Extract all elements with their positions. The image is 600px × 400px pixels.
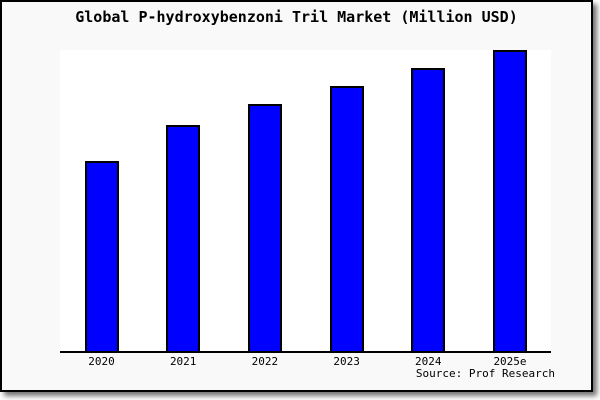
bar-2021 xyxy=(166,125,201,351)
bar-2024 xyxy=(411,68,446,351)
x-tick-2021: 2021 xyxy=(169,355,197,368)
bar-2023 xyxy=(329,86,364,351)
chart-title: Global P-hydroxybenzoni Tril Market (Mil… xyxy=(75,8,518,26)
bar-2020 xyxy=(84,161,119,351)
plot-area xyxy=(60,50,551,353)
source-note: Source: Prof Research xyxy=(415,367,555,380)
chart-figure: Global P-hydroxybenzoni Tril Market (Mil… xyxy=(0,0,593,392)
x-tick-2023: 2023 xyxy=(333,355,360,368)
x-tick-2022: 2022 xyxy=(251,355,279,368)
bar-2025e xyxy=(493,50,527,351)
bar-2022 xyxy=(247,104,282,351)
x-tick-2020: 2020 xyxy=(88,355,115,368)
